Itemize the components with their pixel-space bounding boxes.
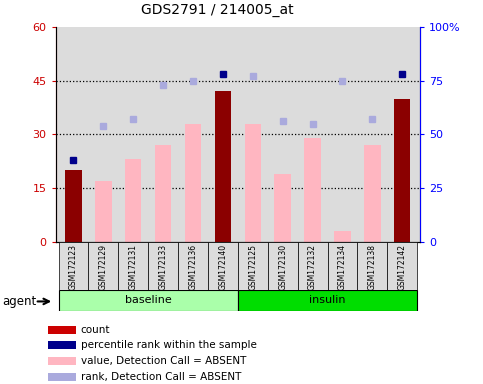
Bar bbox=[148, 242, 178, 290]
Bar bbox=[215, 91, 231, 242]
Bar bbox=[244, 124, 261, 242]
Text: GSM172132: GSM172132 bbox=[308, 244, 317, 290]
Bar bbox=[48, 356, 76, 365]
Text: GSM172130: GSM172130 bbox=[278, 244, 287, 290]
Text: GSM172142: GSM172142 bbox=[398, 244, 407, 290]
Bar bbox=[48, 326, 76, 334]
Bar bbox=[304, 138, 321, 242]
Bar bbox=[48, 341, 76, 349]
Bar bbox=[125, 159, 142, 242]
Text: GSM172123: GSM172123 bbox=[69, 244, 78, 290]
Text: insulin: insulin bbox=[309, 295, 346, 306]
Text: agent: agent bbox=[2, 295, 37, 308]
Bar bbox=[155, 145, 171, 242]
Bar bbox=[58, 242, 88, 290]
Text: GSM172140: GSM172140 bbox=[218, 244, 227, 290]
Bar bbox=[238, 242, 268, 290]
Bar bbox=[238, 290, 417, 311]
Text: value, Detection Call = ABSENT: value, Detection Call = ABSENT bbox=[81, 356, 246, 366]
Bar bbox=[357, 242, 387, 290]
Bar bbox=[394, 99, 411, 242]
Text: rank, Detection Call = ABSENT: rank, Detection Call = ABSENT bbox=[81, 372, 241, 382]
Text: GSM172136: GSM172136 bbox=[188, 244, 198, 290]
Bar bbox=[274, 174, 291, 242]
Text: baseline: baseline bbox=[125, 295, 171, 306]
Bar bbox=[58, 290, 238, 311]
Bar bbox=[88, 242, 118, 290]
Text: GSM172138: GSM172138 bbox=[368, 244, 377, 290]
Text: percentile rank within the sample: percentile rank within the sample bbox=[81, 340, 257, 350]
Bar bbox=[185, 124, 201, 242]
Bar bbox=[48, 372, 76, 381]
Bar bbox=[118, 242, 148, 290]
Text: GSM172131: GSM172131 bbox=[129, 244, 138, 290]
Bar bbox=[298, 242, 327, 290]
Text: GDS2791 / 214005_at: GDS2791 / 214005_at bbox=[141, 3, 294, 17]
Bar bbox=[387, 242, 417, 290]
Text: GSM172125: GSM172125 bbox=[248, 244, 257, 290]
Bar bbox=[364, 145, 381, 242]
Bar bbox=[334, 231, 351, 242]
Text: GSM172133: GSM172133 bbox=[158, 244, 168, 290]
Bar bbox=[268, 242, 298, 290]
Bar bbox=[178, 242, 208, 290]
Text: GSM172129: GSM172129 bbox=[99, 244, 108, 290]
Bar bbox=[65, 170, 82, 242]
Bar bbox=[327, 242, 357, 290]
Bar bbox=[95, 181, 112, 242]
Text: GSM172134: GSM172134 bbox=[338, 244, 347, 290]
Text: count: count bbox=[81, 324, 111, 335]
Bar bbox=[208, 242, 238, 290]
